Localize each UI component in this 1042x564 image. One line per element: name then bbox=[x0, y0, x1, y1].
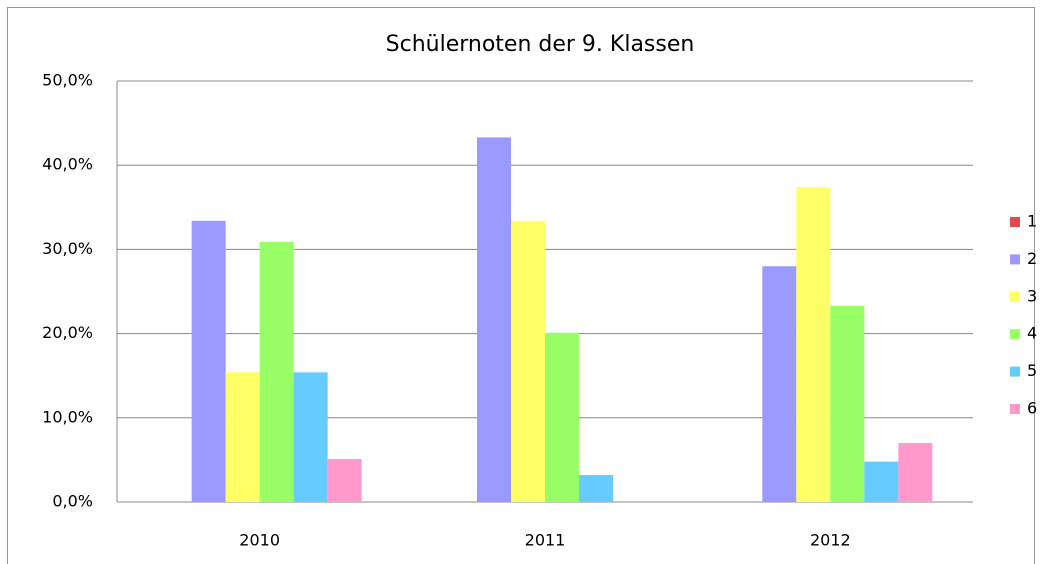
chart-title: Schülernoten der 9. Klassen bbox=[386, 32, 695, 57]
bar bbox=[511, 220, 545, 502]
bar bbox=[545, 332, 579, 502]
bar bbox=[796, 187, 831, 503]
x-tick-label: 2011 bbox=[525, 531, 566, 550]
bar bbox=[864, 461, 899, 502]
y-tick-label: 50,0% bbox=[42, 71, 93, 90]
legend-label: 3 bbox=[1027, 286, 1037, 305]
y-tick-label: 30,0% bbox=[42, 239, 93, 258]
bar bbox=[327, 459, 362, 502]
bar bbox=[191, 220, 226, 502]
y-tick-label: 20,0% bbox=[42, 323, 93, 342]
legend-swatch bbox=[1010, 291, 1020, 302]
bar bbox=[830, 305, 865, 502]
y-tick-label: 40,0% bbox=[42, 155, 93, 174]
bar bbox=[898, 443, 933, 502]
x-tick-label: 2012 bbox=[810, 531, 851, 550]
y-tick-label: 0,0% bbox=[52, 492, 93, 511]
bar bbox=[293, 372, 328, 502]
legend-swatch bbox=[1010, 217, 1020, 227]
y-tick-label: 10,0% bbox=[42, 407, 93, 426]
bar bbox=[259, 241, 294, 502]
legend-label: 6 bbox=[1027, 399, 1037, 418]
legend-swatch bbox=[1010, 366, 1020, 377]
bar bbox=[225, 372, 260, 502]
bar bbox=[579, 475, 613, 502]
legend-label: 2 bbox=[1027, 249, 1037, 268]
legend-swatch bbox=[1010, 404, 1020, 414]
bar bbox=[762, 266, 797, 502]
legend-label: 5 bbox=[1027, 361, 1037, 380]
legend-label: 1 bbox=[1027, 212, 1037, 231]
legend-label: 4 bbox=[1027, 324, 1037, 343]
legend-swatch bbox=[1010, 254, 1020, 265]
bar bbox=[477, 137, 511, 502]
legend-swatch bbox=[1010, 329, 1020, 340]
x-tick-label: 2010 bbox=[239, 531, 280, 550]
